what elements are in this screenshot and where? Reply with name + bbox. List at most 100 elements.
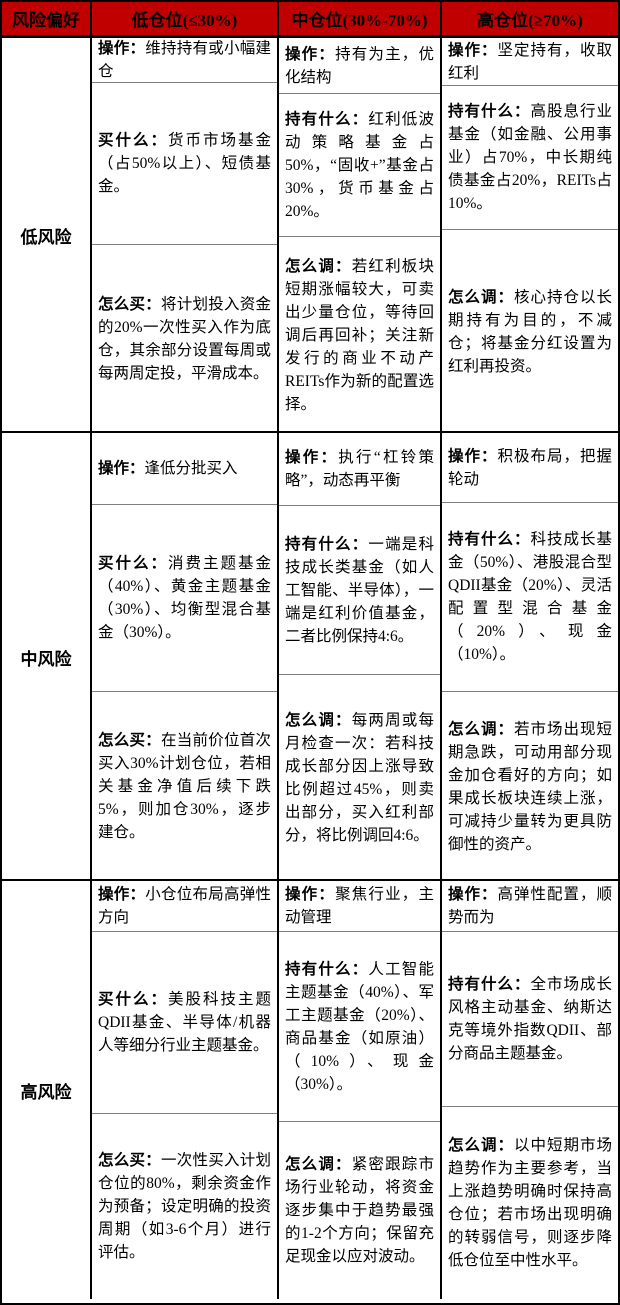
section-text: 持有为主，优化结构	[285, 45, 434, 86]
risk-label-text: 高风险	[20, 1082, 72, 1102]
section-how-to-adjust: 怎么调：若市场出现短期急跌，可动用部分现金加仓看好的方向；如果成长板块连续上涨，…	[442, 691, 618, 881]
section-label: 持有什么：	[448, 976, 531, 993]
section-holdings: 持有什么：高股息行业基金（如金融、公用事业）占70%，中长期纯债基金占20%，R…	[442, 85, 618, 229]
section-text: 执行“杠铃策略”，动态再平衡	[285, 449, 434, 489]
section-label: 操作：	[285, 449, 339, 466]
cell-low-risk-mid-position: 操作：持有为主，优化结构 持有什么：红利低波动策略基金占50%，“固收+”基金占…	[277, 38, 440, 433]
section-text: 坚定持有，收取红利	[448, 41, 612, 82]
section-text: 消费主题基金（40%）、黄金主题基金（30%）、均衡型混合基金（30%）。	[98, 555, 271, 641]
section-what-to-buy: 买什么：货币市场基金（占50%以上）、短债基金。	[92, 82, 277, 244]
risk-label-low: 低风险	[2, 38, 90, 433]
section-operation: 操作：聚焦行业，主动管理	[279, 881, 440, 931]
risk-label-high: 高风险	[2, 881, 90, 1299]
section-holdings: 持有什么：全市场成长风格主动基金、纳斯达克等境外指数QDII、部分商品主题基金。	[442, 931, 618, 1106]
section-holdings: 持有什么：一端是科技成长类基金（如人工智能、半导体），一端是红利价值基金，二者比…	[279, 505, 440, 674]
header-high-position: 高仓位(≥70%)	[440, 2, 618, 35]
section-how-to-buy: 怎么买：将计划投入资金的20%一次性买入作为底仓，其余部分设置每周或每两周定投，…	[92, 244, 277, 433]
cell-high-risk-high-position: 操作：高弹性配置，顺势而为 持有什么：全市场成长风格主动基金、纳斯达克等境外指数…	[440, 881, 618, 1299]
section-holdings: 持有什么：科技成长基金（50%）、港股混合型QDII基金（20%）、灵活配置型混…	[442, 502, 618, 691]
section-text: 维持持有或小幅建仓	[98, 40, 271, 80]
section-how-to-adjust: 怎么调：每两周或每月检查一次：若科技成长部分因上涨导致比例超过45%，则卖出部分…	[279, 674, 440, 881]
section-label: 持有什么：	[448, 103, 531, 120]
risk-label-text: 低风险	[20, 228, 72, 247]
section-text: 高股息行业基金（如金融、公用事业）占70%，中长期纯债基金占20%，REITs占…	[448, 103, 612, 212]
header-low-position: 低仓位(≤30%)	[90, 2, 277, 35]
row-group-mid-risk: 中风险 操作：逢低分批买入 买什么：消费主题基金（40%）、黄金主题基金（30%…	[2, 433, 618, 881]
section-label: 怎么买：	[98, 296, 161, 313]
section-label: 持有什么：	[285, 535, 369, 553]
section-label: 操作：	[448, 447, 498, 465]
cell-mid-risk-low-position: 操作：逢低分批买入 买什么：消费主题基金（40%）、黄金主题基金（30%）、均衡…	[90, 433, 277, 881]
section-label: 持有什么：	[448, 531, 531, 548]
section-text: 高弹性配置，顺势而为	[448, 886, 612, 926]
section-text: 一次性买入计划仓位的80%，剩余资金作为预备；设定明确的投资周期（如3-6个月）…	[98, 1152, 271, 1261]
section-operation: 操作：持有为主，优化结构	[279, 38, 440, 93]
row-group-low-risk: 低风险 操作：维持持有或小幅建仓 买什么：货币市场基金（占50%以上）、短债基金…	[2, 38, 618, 433]
section-text: 每两周或每月检查一次：若科技成长部分因上涨导致比例超过45%，则卖出部分，买入红…	[285, 712, 434, 844]
section-label: 买什么：	[98, 555, 168, 572]
section-label: 怎么买：	[98, 1152, 161, 1169]
section-label: 操作：	[98, 40, 146, 57]
section-operation: 操作：逢低分批买入	[92, 433, 277, 504]
section-label: 怎么调：	[448, 720, 514, 738]
risk-label-text: 中风险	[20, 649, 72, 669]
section-label: 怎么调：	[285, 257, 352, 275]
cell-mid-risk-high-position: 操作：积极布局，把握轮动 持有什么：科技成长基金（50%）、港股混合型QDII基…	[440, 433, 618, 881]
section-label: 操作：	[98, 460, 145, 477]
cell-low-risk-low-position: 操作：维持持有或小幅建仓 买什么：货币市场基金（占50%以上）、短债基金。 怎么…	[90, 38, 277, 433]
header-mid-position: 中仓位(30%-70%)	[277, 2, 440, 35]
section-holdings: 持有什么：红利低波动策略基金占50%，“固收+”基金占30%，货币基金占20%。	[279, 93, 440, 236]
cell-high-risk-mid-position: 操作：聚焦行业，主动管理 持有什么：人工智能主题基金（40%）、军工主题基金（2…	[277, 881, 440, 1299]
cell-low-risk-high-position: 操作：坚定持有，收取红利 持有什么：高股息行业基金（如金融、公用事业）占70%，…	[440, 38, 618, 433]
section-holdings: 持有什么：人工智能主题基金（40%）、军工主题基金（20%）、商品基金（如原油）…	[279, 931, 440, 1121]
section-label: 怎么调：	[448, 288, 514, 306]
section-what-to-buy: 买什么：消费主题基金（40%）、黄金主题基金（30%）、均衡型混合基金（30%）…	[92, 504, 277, 691]
section-operation: 操作：积极布局，把握轮动	[442, 433, 618, 502]
section-text: 将计划投入资金的20%一次性买入作为底仓，其余部分设置每周或每两周定投，平滑成本…	[98, 296, 271, 382]
section-how-to-adjust: 怎么调：若红利板块短期涨幅较大，可卖出少量仓位，等待回调后再回补；关注新发行的商…	[279, 236, 440, 433]
section-text: 若红利板块短期涨幅较大，可卖出少量仓位，等待回调后再回补；关注新发行的商业不动产…	[285, 257, 434, 413]
section-text: 逢低分批买入	[144, 460, 238, 477]
cell-mid-risk-mid-position: 操作：执行“杠铃策略”，动态再平衡 持有什么：一端是科技成长类基金（如人工智能、…	[277, 433, 440, 881]
section-text: 科技成长基金（50%）、港股混合型QDII基金（20%）、灵活配置型混合基金（2…	[448, 531, 612, 663]
section-label: 持有什么：	[285, 960, 369, 978]
section-label: 操作：	[285, 886, 336, 903]
section-text: 聚焦行业，主动管理	[285, 886, 434, 926]
section-label: 买什么：	[98, 991, 168, 1008]
section-label: 怎么调：	[448, 1137, 514, 1154]
section-what-to-buy: 买什么：美股科技主题QDII基金、半导体/机器人等细分行业主题基金。	[92, 931, 277, 1113]
section-text: 美股科技主题QDII基金、半导体/机器人等细分行业主题基金。	[98, 991, 271, 1054]
section-how-to-adjust: 怎么调：紧密跟踪市场行业轮动，将资金逐步集中于趋势最强的1-2个方向；保留充足现…	[279, 1121, 440, 1299]
section-text: 积极布局，把握轮动	[448, 447, 612, 488]
section-text: 若市场出现短期急跌，可动用部分现金加仓看好的方向；如果成长板块连续上涨，可减持少…	[448, 720, 612, 853]
section-operation: 操作：维持持有或小幅建仓	[92, 38, 277, 82]
section-label: 持有什么：	[285, 110, 369, 128]
section-label: 操作：	[448, 886, 498, 903]
table-header-row: 风险偏好 低仓位(≤30%) 中仓位(30%-70%) 高仓位(≥70%)	[2, 2, 618, 38]
section-operation: 操作：高弹性配置，顺势而为	[442, 881, 618, 931]
section-how-to-adjust: 怎么调：以中短期市场趋势作为主要参考，当上涨趋势明确时保持高仓位；若市场出现明确…	[442, 1106, 618, 1299]
risk-label-mid: 中风险	[2, 433, 90, 881]
section-label: 操作：	[285, 45, 336, 63]
section-label: 怎么调：	[285, 1156, 352, 1173]
section-label: 怎么调：	[285, 712, 352, 729]
section-operation: 操作：执行“杠铃策略”，动态再平衡	[279, 433, 440, 505]
section-text: 全市场成长风格主动基金、纳斯达克等境外指数QDII、部分商品主题基金。	[448, 976, 612, 1062]
section-label: 操作：	[448, 41, 498, 59]
section-text: 一端是科技成长类基金（如人工智能、半导体），一端是红利价值基金，二者比例保持4:…	[285, 535, 434, 645]
section-text: 小仓位布局高弹性方向	[98, 886, 271, 926]
section-label: 怎么买：	[98, 732, 161, 749]
section-text: 货币市场基金（占50%以上）、短债基金。	[98, 132, 271, 195]
section-text: 在当前价位首次买入30%计划仓位，若相关基金净值后续下跌5%，则加仓30%，逐步…	[98, 732, 271, 841]
section-label: 操作：	[98, 886, 146, 903]
row-group-high-risk: 高风险 操作：小仓位布局高弹性方向 买什么：美股科技主题QDII基金、半导体/机…	[2, 881, 618, 1299]
section-text: 红利低波动策略基金占50%，“固收+”基金占30%，货币基金占20%。	[285, 110, 434, 220]
section-how-to-buy: 怎么买：在当前价位首次买入30%计划仓位，若相关基金净值后续下跌5%，则加仓30…	[92, 691, 277, 881]
section-operation: 操作：小仓位布局高弹性方向	[92, 881, 277, 931]
section-text: 人工智能主题基金（40%）、军工主题基金（20%）、商品基金（如原油）（10%）…	[285, 960, 434, 1093]
section-how-to-buy: 怎么买：一次性买入计划仓位的80%，剩余资金作为预备；设定明确的投资周期（如3-…	[92, 1113, 277, 1299]
cell-high-risk-low-position: 操作：小仓位布局高弹性方向 买什么：美股科技主题QDII基金、半导体/机器人等细…	[90, 881, 277, 1299]
section-text: 紧密跟踪市场行业轮动，将资金逐步集中于趋势最强的1-2个方向；保留充足现金以应对…	[285, 1156, 434, 1265]
section-how-to-adjust: 怎么调：核心持仓以长期持有为目的，不减仓；将基金分红设置为红利再投资。	[442, 229, 618, 433]
